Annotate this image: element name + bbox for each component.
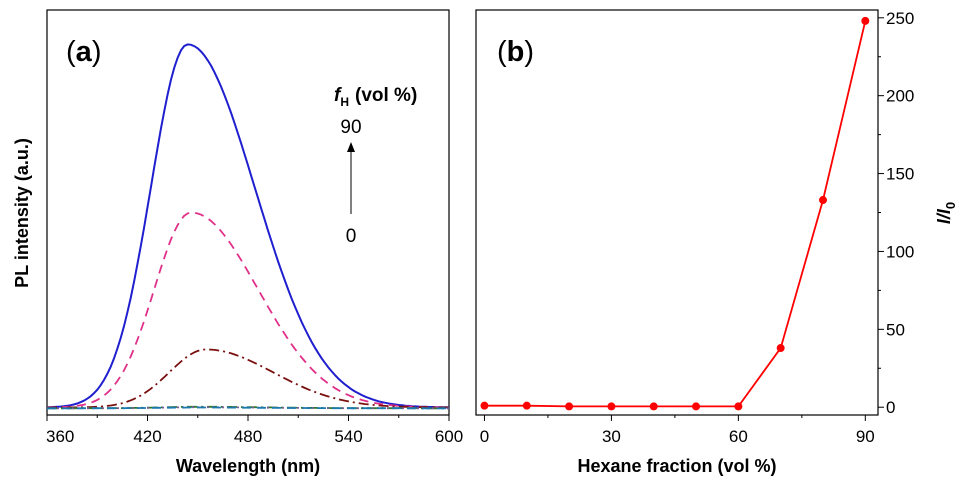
chart-b: 0 30 60 90 0 50 100 150 200 250 (b) Hexane fracti… bbox=[475, 9, 958, 476]
chart-a-series-group bbox=[46, 43, 449, 410]
chart-b-data-point bbox=[818, 196, 827, 205]
chart-a-frame bbox=[46, 9, 450, 416]
chart-a-x-axis-label: Wavelength (nm) bbox=[176, 456, 320, 476]
chart-a-series-solid-line bbox=[46, 43, 449, 409]
chart-a: 360 420 480 540 600 (a) Wavelength (nm) PL i… bbox=[12, 9, 463, 476]
chart-b-data-point bbox=[649, 402, 658, 411]
chart-a-panel-label: (a) bbox=[66, 36, 101, 68]
chart-b-series-line bbox=[484, 20, 867, 408]
chart-b-y-axis-label: I/I0 bbox=[934, 202, 958, 224]
chart-b-x-tick-label: 30 bbox=[602, 427, 621, 446]
chart-b-data-point bbox=[607, 402, 616, 411]
chart-a-y-axis-label: PL intensity (a.u.) bbox=[12, 138, 32, 288]
chart-b-y-tick-label: 0 bbox=[886, 398, 895, 417]
chart-b-y-tick-label: 200 bbox=[886, 87, 914, 106]
chart-b-data-point bbox=[734, 402, 743, 411]
legend-bottom-value: 0 bbox=[346, 226, 357, 247]
chart-b-data-point bbox=[861, 16, 870, 25]
chart-a-x-tick-label: 600 bbox=[435, 427, 463, 446]
chart-a-series-dashed-line bbox=[47, 211, 449, 409]
chart-b-data-point bbox=[692, 402, 701, 411]
chart-b-ticks: 0 30 60 90 0 50 100 150 200 250 bbox=[480, 9, 915, 446]
chart-b-x-tick-label: 60 bbox=[729, 427, 748, 446]
legend-top-value: 90 bbox=[340, 117, 361, 138]
chart-a-x-tick-label: 360 bbox=[46, 427, 74, 446]
chart-b-x-tick-label: 90 bbox=[856, 427, 875, 446]
legend-arrow-head bbox=[347, 142, 355, 152]
chart-b-x-tick-label: 0 bbox=[480, 427, 489, 446]
chart-b-data-point bbox=[565, 402, 574, 411]
chart-b-series-group bbox=[480, 16, 870, 411]
chart-a-x-tick-label: 480 bbox=[234, 427, 262, 446]
chart-a-legend: fH (vol %) 90 0 bbox=[334, 85, 417, 247]
chart-a-series-dash-dot-line bbox=[47, 348, 449, 409]
chart-b-panel-label: (b) bbox=[497, 36, 534, 68]
chart-a-x-tick-label: 540 bbox=[334, 427, 362, 446]
chart-b-frame bbox=[475, 9, 879, 416]
chart-b-y-tick-label: 150 bbox=[886, 165, 914, 184]
chart-b-data-point bbox=[480, 401, 489, 410]
chart-a-x-tick-label: 420 bbox=[133, 427, 161, 446]
chart-b-data-point bbox=[522, 401, 531, 410]
chart-a-x-ticks: 360 420 480 540 600 bbox=[46, 415, 463, 446]
chart-b-y-tick-label: 250 bbox=[886, 9, 914, 28]
legend-title: fH (vol %) bbox=[334, 85, 417, 109]
chart-b-y-tick-label: 50 bbox=[886, 320, 905, 339]
chart-b-y-tick-label: 100 bbox=[886, 242, 914, 261]
chart-b-data-point bbox=[776, 344, 785, 353]
chart-b-x-axis-label: Hexane fraction (vol %) bbox=[577, 456, 776, 476]
chart-a-series-dashed-line bbox=[47, 406, 449, 410]
